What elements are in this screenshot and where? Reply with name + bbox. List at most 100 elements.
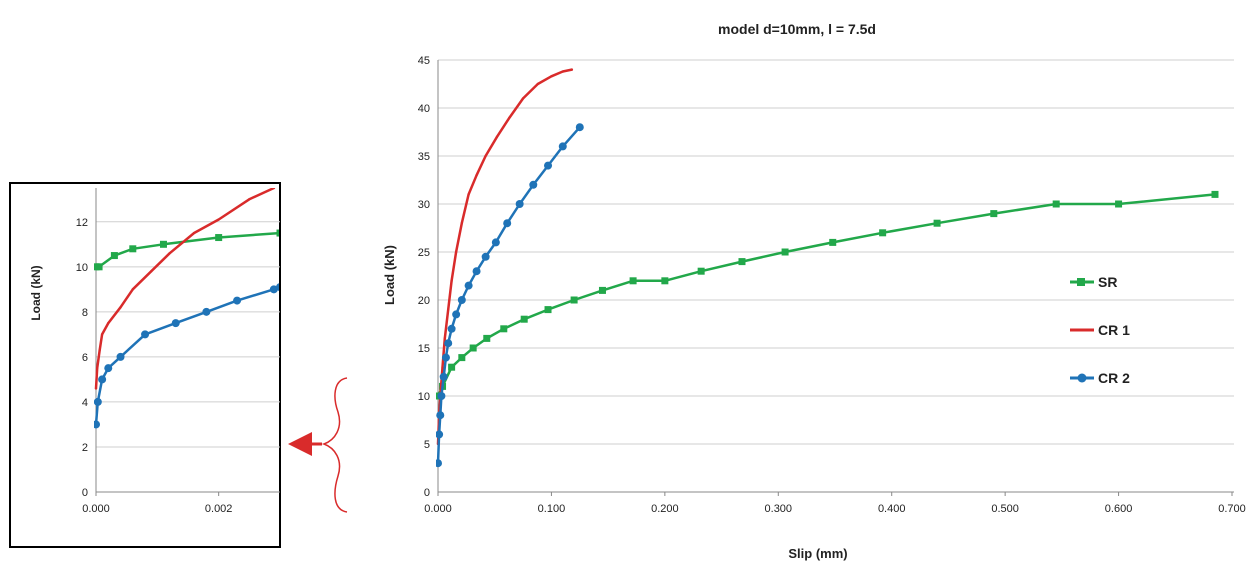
legend-label-sr: SR (1098, 274, 1117, 290)
inset-point-sr (215, 234, 223, 242)
inset-y-tick-label: 10 (76, 262, 88, 274)
main-y-tick-labels: 0 5 10 15 20 25 30 35 40 45 (418, 55, 430, 499)
inset-point-cr2 (116, 352, 125, 361)
inset-point-cr1 (119, 306, 122, 309)
inset-point-cr1 (272, 188, 276, 190)
main-point-cr1 (460, 222, 464, 225)
main-point-sr (1115, 200, 1123, 208)
main-point-cr2 (515, 200, 524, 208)
main-point-cr2 (472, 267, 481, 276)
main-point-sr (544, 306, 552, 314)
inset-point-cr1 (96, 366, 99, 370)
main-point-cr1 (475, 174, 478, 177)
main-point-sr (469, 344, 477, 352)
main-point-cr2 (437, 392, 446, 400)
main-point-cr2 (441, 353, 450, 362)
main-point-sr (448, 363, 456, 371)
inset-series-group (94, 188, 279, 429)
main-point-cr1 (484, 154, 487, 158)
main-series-line-sr (436, 193, 1217, 398)
main-series-line-cr1 (436, 68, 574, 446)
main-point-sr (1052, 200, 1060, 208)
legend-item-cr2: CR 2 (1070, 370, 1130, 386)
inset-point-cr2 (233, 296, 242, 305)
main-x-tick-label: 0.200 (651, 503, 679, 515)
inset-axes (95, 188, 280, 496)
main-point-cr2 (457, 296, 466, 304)
main-point-cr2 (503, 219, 512, 228)
inset-point-cr1 (98, 348, 101, 352)
inset-point-cr2 (171, 319, 180, 328)
inset-x-tick-label: 0.002 (205, 503, 233, 515)
main-point-sr (1211, 190, 1219, 198)
legend-item-sr: SR (1070, 274, 1117, 290)
main-point-sr (879, 229, 887, 237)
inset-point-cr2 (104, 364, 113, 373)
main-point-cr1 (508, 116, 511, 119)
main-grid (438, 59, 1234, 445)
main-point-cr2 (529, 180, 538, 189)
main-series-group (436, 68, 1219, 468)
inset-point-cr1 (150, 270, 153, 273)
main-y-tick-label: 40 (418, 103, 430, 115)
curly-brace (321, 377, 348, 513)
main-point-cr2 (436, 430, 444, 439)
main-point-cr1 (441, 366, 444, 369)
legend-square-marker-icon (1077, 278, 1085, 286)
main-x-tick-label: 0.700 (1218, 503, 1246, 515)
inset-y-tick-label: 12 (76, 217, 88, 229)
main-y-tick-label: 5 (424, 439, 430, 451)
main-point-sr (697, 267, 705, 275)
inset-point-cr2 (94, 420, 100, 429)
inset-grid (96, 221, 280, 448)
inset-point-cr1 (131, 288, 134, 291)
main-point-cr1 (454, 250, 458, 254)
main-point-cr2 (481, 252, 490, 261)
main-point-cr2 (439, 372, 448, 381)
main-y-tick-label: 45 (418, 55, 430, 67)
inset-y-tick-label: 0 (82, 487, 88, 499)
main-point-sr (500, 325, 508, 333)
main-point-cr1 (561, 70, 564, 73)
main-point-cr1 (536, 82, 540, 86)
main-point-cr1 (570, 68, 574, 71)
chart-title: model d=10mm, l = 7.5d (718, 21, 876, 37)
legend-label-cr1: CR 1 (1098, 322, 1130, 338)
inset-point-cr2 (94, 397, 102, 406)
inset-point-cr2 (202, 307, 211, 316)
main-point-cr2 (447, 324, 456, 333)
main-point-sr (829, 238, 837, 246)
main-y-tick-label: 0 (424, 487, 430, 499)
main-point-cr2 (444, 339, 453, 348)
main-point-sr (483, 334, 491, 342)
main-x-tick-label: 0.400 (878, 503, 906, 515)
main-y-axis-label: Load (kN) (382, 245, 397, 305)
main-x-tick-label: 0.000 (424, 503, 452, 515)
inset-y-tick-label: 8 (82, 307, 88, 319)
main-point-sr (738, 258, 746, 266)
legend-label-cr2: CR 2 (1098, 370, 1130, 386)
main-point-sr (520, 315, 528, 323)
main-x-tick-label: 0.300 (765, 503, 793, 515)
inset-point-cr2 (141, 330, 150, 339)
main-point-cr2 (575, 123, 584, 132)
main-point-cr1 (521, 97, 525, 100)
inset-point-cr2 (98, 375, 107, 384)
main-point-cr1 (447, 308, 450, 311)
inset-x-tick-label: 0.000 (82, 503, 110, 515)
main-x-tick-label: 0.600 (1105, 503, 1133, 515)
main-point-cr2 (464, 281, 473, 290)
main-point-sr (458, 354, 466, 362)
main-point-sr (598, 286, 606, 294)
inset-y-axis-label: Load (kN) (29, 265, 43, 320)
main-y-tick-label: 25 (418, 247, 430, 259)
inset-frame (9, 182, 281, 548)
main-point-sr (990, 210, 998, 218)
main-point-sr (629, 277, 637, 285)
inset-point-cr1 (107, 321, 110, 325)
main-point-cr2 (544, 161, 553, 170)
inset-point-sr (95, 263, 103, 271)
main-point-sr (570, 296, 578, 304)
legend: SR CR 1 CR 2 (1070, 274, 1130, 386)
